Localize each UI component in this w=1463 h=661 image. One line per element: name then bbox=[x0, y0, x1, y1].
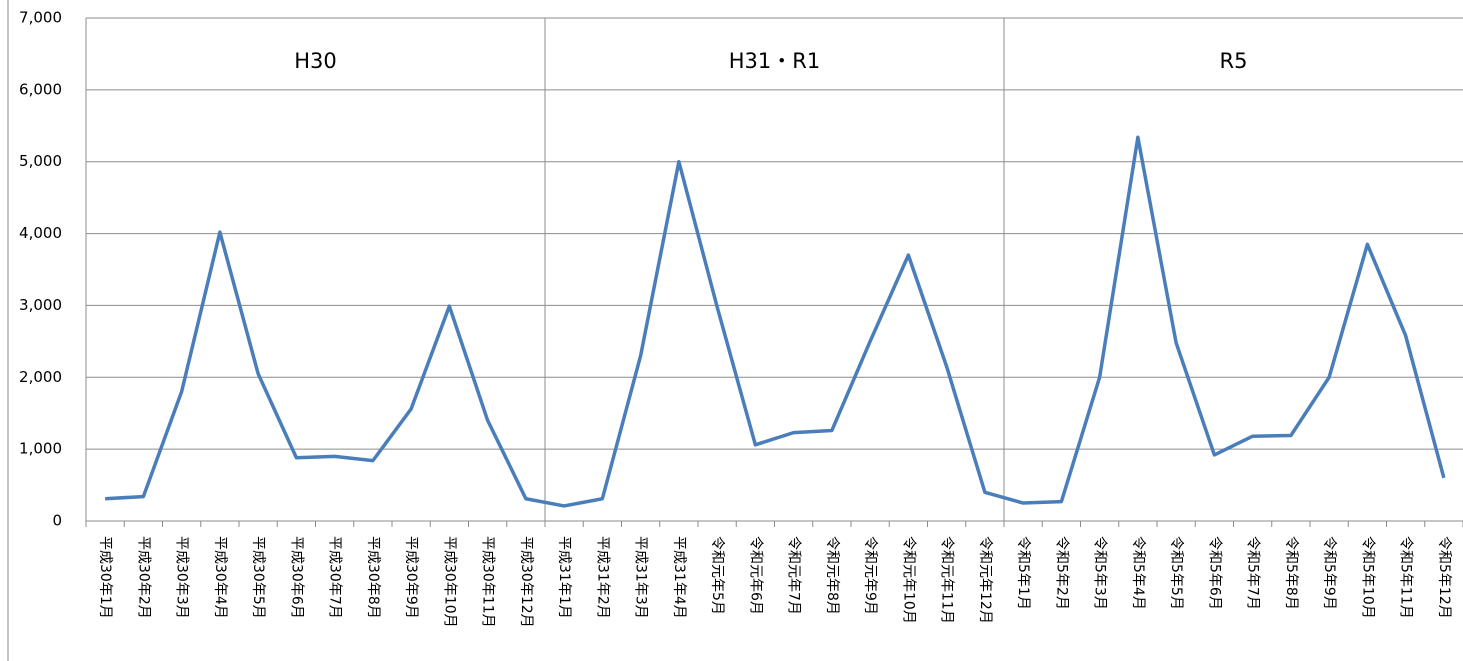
x-tick-label: 平成30年12月 bbox=[518, 536, 534, 628]
x-tick-label: 平成30年2月 bbox=[135, 536, 151, 619]
x-tick-label: 令和5年3月 bbox=[1092, 536, 1108, 610]
x-tick-label: 平成31年4月 bbox=[671, 536, 687, 619]
y-tick-label: 6,000 bbox=[19, 80, 62, 98]
y-tick-label: 0 bbox=[52, 512, 62, 530]
y-tick-label: 2,000 bbox=[19, 368, 62, 386]
x-tick-label: 令和元年7月 bbox=[786, 536, 802, 615]
x-tick-label: 令和元年11月 bbox=[939, 536, 955, 624]
x-tick-label: 令和5年2月 bbox=[1053, 536, 1069, 610]
x-tick-label: 令和5年12月 bbox=[1436, 536, 1452, 619]
x-tick-label: 令和5年7月 bbox=[1245, 536, 1261, 610]
x-tick-label: 令和元年12月 bbox=[977, 536, 993, 624]
x-tick-label: 令和元年5月 bbox=[709, 536, 725, 615]
x-tick-label: 令和5年6月 bbox=[1206, 536, 1222, 610]
x-tick-label: 令和元年10月 bbox=[900, 536, 916, 624]
x-tick-label: 平成31年2月 bbox=[594, 536, 610, 619]
y-tick-label: 5,000 bbox=[19, 152, 62, 170]
x-tick-label: 平成31年3月 bbox=[633, 536, 649, 619]
y-tick-label: 7,000 bbox=[19, 9, 62, 27]
y-tick-label: 4,000 bbox=[19, 224, 62, 242]
x-tick-label: 平成30年7月 bbox=[327, 536, 343, 619]
x-tick-label: 平成30年1月 bbox=[97, 536, 113, 619]
x-tick-label: 平成31年1月 bbox=[556, 536, 572, 619]
x-tick-label: 令和5年11月 bbox=[1398, 536, 1414, 619]
y-tick-label: 3,000 bbox=[19, 296, 62, 314]
x-tick-label: 令和5年5月 bbox=[1168, 536, 1184, 610]
x-tick-label: 平成30年5月 bbox=[250, 536, 266, 619]
x-tick-label: 令和5年10月 bbox=[1359, 536, 1375, 619]
x-tick-label: 令和5年9月 bbox=[1321, 536, 1337, 610]
section-label: R5 bbox=[1220, 49, 1248, 73]
x-tick-label: 令和5年4月 bbox=[1130, 536, 1146, 610]
x-tick-label: 平成30年6月 bbox=[288, 536, 304, 619]
x-tick-label: 平成30年10月 bbox=[441, 536, 457, 628]
x-tick-label: 令和元年6月 bbox=[747, 536, 763, 615]
x-tick-label: 平成30年8月 bbox=[365, 536, 381, 619]
x-tick-label: 令和元年8月 bbox=[824, 536, 840, 615]
y-tick-label: 1,000 bbox=[19, 440, 62, 458]
x-tick-label: 令和元年9月 bbox=[862, 536, 878, 615]
x-tick-label: 令和5年8月 bbox=[1283, 536, 1299, 610]
x-tick-label: 平成30年11月 bbox=[480, 536, 496, 628]
section-label: H30 bbox=[294, 49, 337, 73]
x-tick-label: 平成30年3月 bbox=[174, 536, 190, 619]
section-label: H31・R1 bbox=[729, 49, 820, 73]
x-tick-label: 平成30年9月 bbox=[403, 536, 419, 619]
x-tick-label: 令和5年1月 bbox=[1015, 536, 1031, 610]
data-line bbox=[105, 135, 1446, 508]
x-tick-label: 平成30年4月 bbox=[212, 536, 228, 619]
